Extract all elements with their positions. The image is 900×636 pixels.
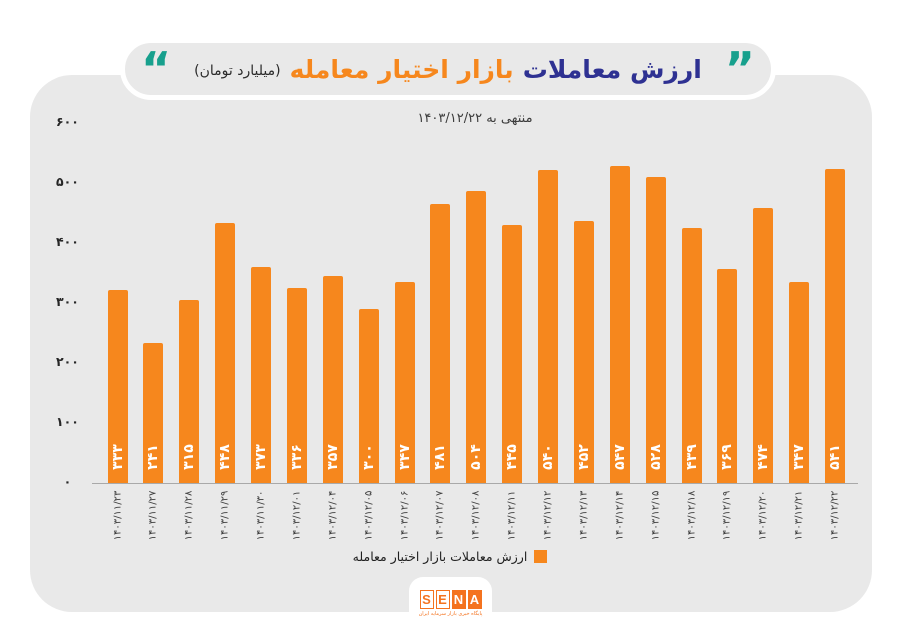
x-axis-label: ۱۴۰۳/۱۲/۰۵ xyxy=(363,490,375,541)
sena-logo-letters: S E N A xyxy=(419,590,482,609)
bar-value-label: ۳۵۷ xyxy=(324,444,341,470)
bar: ۳۶۹ xyxy=(717,269,738,483)
legend-label: ارزش معاملات بازار اختیار معامله xyxy=(352,549,528,564)
bar: ۵۴۰ xyxy=(538,170,558,483)
bar: ۳۳۶ xyxy=(286,288,307,483)
y-axis-label: ۱۰۰ xyxy=(56,414,79,430)
bar: ۴۴۸ xyxy=(215,223,236,483)
bar: ۵۰۴ xyxy=(466,191,487,483)
title-pill: “ ارزش معاملات بازار اختیار معامله (میلی… xyxy=(120,38,776,100)
logo-letter-n: N xyxy=(451,590,466,609)
bar: ۴۷۴ xyxy=(753,208,774,483)
bar: ۳۴۷ xyxy=(789,282,810,483)
y-axis-label: ۶۰۰ xyxy=(56,114,79,130)
title-unit: (میلیارد تومان) xyxy=(194,63,281,79)
quote-open-icon: “ xyxy=(141,42,172,96)
x-axis-label: ۱۴۰۳/۱۲/۱۵ xyxy=(650,490,662,541)
bar-value-label: ۴۵۲ xyxy=(575,444,592,470)
bar-value-label: ۳۴۷ xyxy=(791,444,808,470)
bar: ۳۴۷ xyxy=(394,282,415,483)
x-axis-label: ۱۴۰۳/۱۲/۱۴ xyxy=(614,490,626,541)
x-axis-label: ۱۴۰۳/۱۲/۲۱ xyxy=(793,490,805,541)
logo-letter-a: A xyxy=(467,590,482,609)
logo-letter-s: S xyxy=(419,590,434,609)
bar: ۴۴۵ xyxy=(502,225,523,483)
bar: ۳۵۷ xyxy=(322,276,343,483)
x-axis-label: ۱۴۰۳/۱۲/۰۸ xyxy=(470,490,482,541)
bar: ۳۰۰ xyxy=(358,309,379,483)
bar-value-label: ۵۰۴ xyxy=(468,444,485,470)
x-axis-label: ۱۴۰۳/۱۲/۰۴ xyxy=(327,490,339,541)
bar-value-label: ۳۳۳ xyxy=(109,444,126,470)
bar-value-label: ۳۷۳ xyxy=(253,444,269,470)
y-axis-label: ۳۰۰ xyxy=(56,294,79,310)
title-main: ارزش معاملات xyxy=(522,54,702,84)
sena-logo-tagline: پایگاه خبری بازار سرمایه ایران xyxy=(418,611,483,617)
x-axis-line xyxy=(92,483,858,484)
x-axis-label: ۱۴۰۳/۱۲/۲۲ xyxy=(829,490,841,541)
bar-value-label: ۲۴۱ xyxy=(145,444,162,470)
bar-value-label: ۳۳۶ xyxy=(288,444,305,470)
legend-swatch xyxy=(534,550,548,563)
bar-value-label: ۴۷۴ xyxy=(755,444,772,470)
bar: ۴۵۲ xyxy=(573,221,594,483)
page-title: ارزش معاملات بازار اختیار معامله (میلیار… xyxy=(194,55,702,84)
x-axis-label: ۱۴۰۳/۱۲/۰۷ xyxy=(434,490,446,541)
bar-value-label: ۴۴۵ xyxy=(504,444,521,470)
bar: ۳۷۳ xyxy=(251,267,271,483)
x-axis-label: ۱۴۰۳/۱۱/۲۷ xyxy=(147,490,159,541)
x-axis-label: ۱۴۰۳/۱۲/۱۹ xyxy=(721,490,733,541)
bar-value-label: ۵۴۷ xyxy=(611,444,628,470)
y-axis-label: ۲۰۰ xyxy=(56,354,79,370)
bar: ۵۴۱ xyxy=(825,169,845,483)
bar: ۵۲۸ xyxy=(645,177,666,483)
bar-value-label: ۳۱۵ xyxy=(181,444,198,470)
x-axis-label: ۱۴۰۳/۱۲/۰۱ xyxy=(291,490,303,541)
x-axis-label: ۱۴۰۳/۱۲/۲۰ xyxy=(757,490,769,541)
y-axis-label: ۴۰۰ xyxy=(56,234,79,250)
bar-value-label: ۳۴۷ xyxy=(396,444,413,470)
x-axis-label: ۱۴۰۳/۱۲/۰۶ xyxy=(399,490,410,541)
y-axis-label: ۰ xyxy=(63,474,72,490)
title-highlight: بازار اختیار معامله xyxy=(289,54,514,84)
chart-subtitle: منتهی به ۱۴۰۳/۱۲/۲۲ xyxy=(417,111,533,126)
x-axis-label: ۱۴۰۳/۱۲/۱۳ xyxy=(578,490,590,541)
bar-value-label: ۵۴۱ xyxy=(827,444,843,470)
bar-value-label: ۵۴۰ xyxy=(540,444,556,470)
bar: ۴۸۱ xyxy=(430,204,451,483)
x-axis-label: ۱۴۰۳/۱۱/۲۹ xyxy=(219,490,231,541)
bar-value-label: ۴۴۸ xyxy=(217,444,234,470)
bar: ۵۴۷ xyxy=(609,166,630,483)
x-axis-label: ۱۴۰۳/۱۲/۱۲ xyxy=(542,490,554,541)
bar: ۲۴۱ xyxy=(143,343,164,483)
quote-close-icon: ” xyxy=(724,42,755,96)
x-axis-label: ۱۴۰۳/۱۲/۱۱ xyxy=(506,490,518,541)
sena-logo: S E N A پایگاه خبری بازار سرمایه ایران xyxy=(409,577,492,633)
x-axis-label: ۱۴۰۳/۱۲/۱۸ xyxy=(686,490,697,541)
x-axis-label: ۱۴۰۳/۱۱/۲۳ xyxy=(112,490,123,541)
logo-letter-e: E xyxy=(435,590,450,609)
x-axis-label: ۱۴۰۳/۱۱/۳۰ xyxy=(255,490,267,541)
bar: ۴۳۹ xyxy=(681,228,702,483)
legend-item: ارزش معاملات بازار اختیار معامله xyxy=(353,549,548,564)
y-axis-label: ۵۰۰ xyxy=(56,174,79,190)
bar: ۳۱۵ xyxy=(179,300,200,483)
bar-value-label: ۴۳۹ xyxy=(683,444,700,470)
bar-value-label: ۴۸۱ xyxy=(432,444,449,470)
bar-value-label: ۳۶۹ xyxy=(719,444,736,470)
x-axis-label: ۱۴۰۳/۱۱/۲۸ xyxy=(183,490,195,541)
bar-value-label: ۳۰۰ xyxy=(360,444,377,470)
legend: ارزش معاملات بازار اختیار معامله xyxy=(0,549,900,564)
bar-value-label: ۵۲۸ xyxy=(647,444,664,470)
bar: ۳۳۳ xyxy=(107,290,128,483)
